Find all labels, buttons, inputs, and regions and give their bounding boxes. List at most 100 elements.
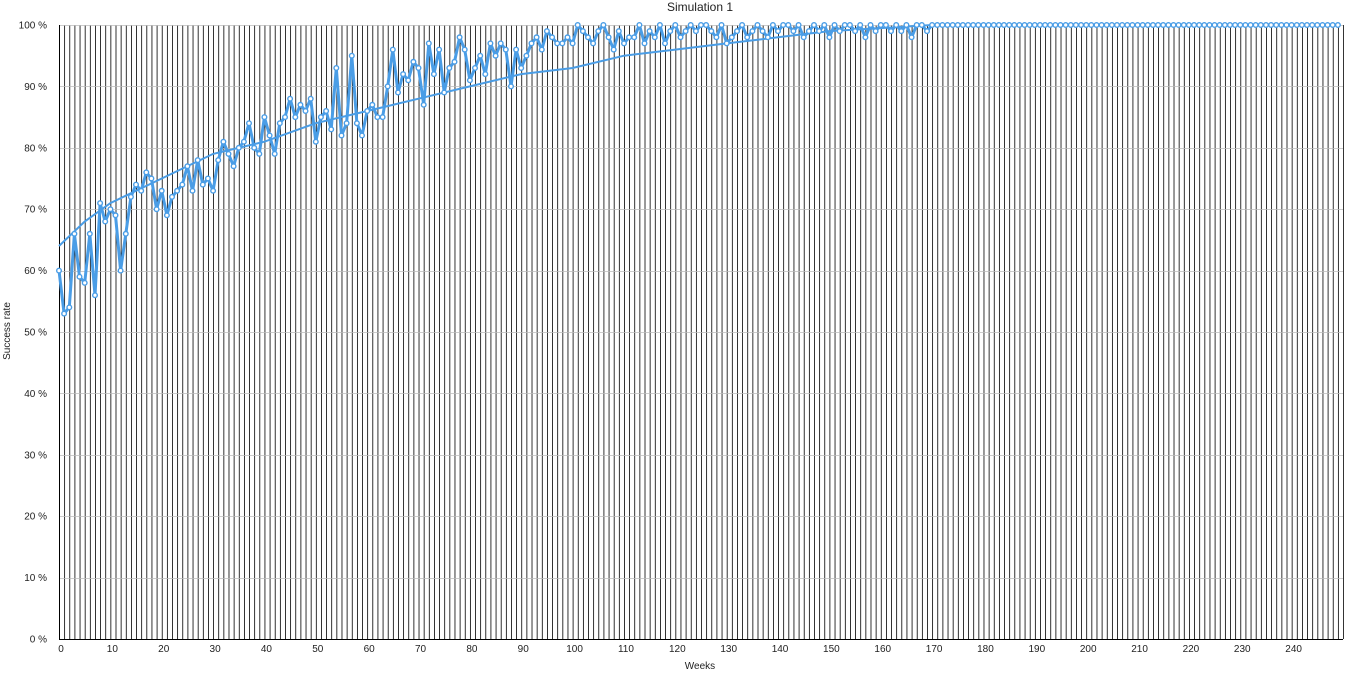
data-point <box>1108 22 1115 29</box>
y-axis-label: Success rate <box>2 302 13 360</box>
data-point <box>230 163 237 170</box>
data-point <box>338 132 345 139</box>
data-point <box>76 273 83 280</box>
data-point <box>1247 22 1254 29</box>
data-point <box>1283 22 1290 29</box>
data-point <box>841 22 848 29</box>
data-point <box>251 144 258 151</box>
data-point <box>1314 22 1321 29</box>
x-tick-label: 80 <box>466 644 478 655</box>
data-point <box>112 212 119 219</box>
x-tick-label: 180 <box>977 644 994 655</box>
data-point <box>312 138 319 145</box>
data-point <box>1329 22 1336 29</box>
data-point <box>245 120 252 127</box>
data-point <box>888 28 895 35</box>
data-point <box>651 34 658 41</box>
data-point <box>1149 22 1156 29</box>
data-point <box>692 28 699 35</box>
data-point <box>1057 22 1064 29</box>
data-point <box>1268 22 1275 29</box>
data-point <box>677 34 684 41</box>
trendline-layer <box>58 24 984 247</box>
data-point <box>805 28 812 35</box>
data-point <box>282 114 289 121</box>
data-point <box>323 107 330 114</box>
data-point <box>898 28 905 35</box>
data-point <box>533 34 540 41</box>
data-point <box>744 34 751 41</box>
data-point <box>1226 22 1233 29</box>
y-tick-label: 10 % <box>24 573 47 584</box>
data-point <box>174 187 181 194</box>
labels: Simulation 1 Weeks Success rate <box>2 0 733 672</box>
data-point <box>662 40 669 47</box>
data-point <box>1001 22 1008 29</box>
data-point <box>836 28 843 35</box>
data-point <box>1078 22 1085 29</box>
data-point <box>600 22 607 29</box>
data-point <box>1211 22 1218 29</box>
data-point <box>220 138 227 145</box>
data-point <box>739 22 746 29</box>
data-point <box>1206 22 1213 29</box>
data-point <box>410 58 417 65</box>
data-point <box>831 22 838 29</box>
data-point <box>718 22 725 29</box>
data-point <box>569 40 576 47</box>
data-point <box>461 46 468 53</box>
data-point <box>867 22 874 29</box>
data-point <box>698 22 705 29</box>
data-point <box>138 187 145 194</box>
data-point <box>513 46 520 53</box>
data-point <box>466 77 473 84</box>
data-point <box>86 230 93 237</box>
data-point <box>215 157 222 164</box>
data-point <box>769 22 776 29</box>
data-point <box>1139 22 1146 29</box>
data-point <box>687 22 694 29</box>
data-point <box>199 181 206 188</box>
data-point <box>1242 22 1249 29</box>
data-point <box>528 40 535 47</box>
x-tick-label: 150 <box>823 644 840 655</box>
data-point <box>959 22 966 29</box>
data-point <box>1298 22 1305 29</box>
data-point <box>543 28 550 35</box>
data-point <box>359 132 366 139</box>
data-point <box>168 193 175 200</box>
data-point <box>487 40 494 47</box>
data-point <box>317 114 324 121</box>
data-point <box>1067 22 1074 29</box>
data-point <box>420 101 427 108</box>
x-tick-label: 240 <box>1285 644 1302 655</box>
data-point <box>1031 22 1038 29</box>
x-tick-label: 220 <box>1183 644 1200 655</box>
data-point <box>56 267 63 274</box>
data-point <box>549 34 556 41</box>
data-point <box>395 89 402 96</box>
data-point <box>256 150 263 157</box>
data-point <box>1191 22 1198 29</box>
data-point <box>384 83 391 90</box>
data-point <box>523 52 530 59</box>
series-layer <box>56 22 1341 317</box>
data-point <box>374 114 381 121</box>
data-point <box>949 22 956 29</box>
x-tick-label: 40 <box>261 644 273 655</box>
data-point <box>826 34 833 41</box>
data-point <box>775 28 782 35</box>
data-point <box>456 34 463 41</box>
data-point <box>1180 22 1187 29</box>
data-point <box>163 212 170 219</box>
data-point <box>934 22 941 29</box>
data-point <box>266 132 273 139</box>
data-point <box>1155 22 1162 29</box>
y-tick-label: 100 % <box>19 21 47 32</box>
data-point <box>405 77 412 84</box>
data-point <box>1293 22 1300 29</box>
y-tick-label: 30 % <box>24 450 47 461</box>
data-point <box>379 114 386 121</box>
data-point <box>1047 22 1054 29</box>
data-point <box>944 22 951 29</box>
